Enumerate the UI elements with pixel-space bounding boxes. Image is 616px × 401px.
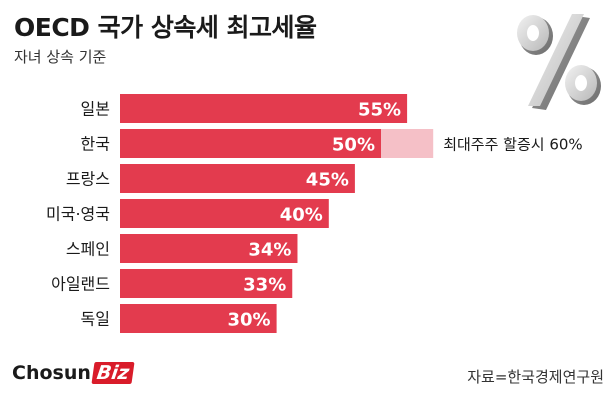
chart-subtitle: 자녀 상속 기준: [14, 48, 107, 66]
extension-label: 최대주주 할증시 60%: [443, 136, 582, 154]
value-label: 30%: [228, 310, 271, 331]
chart-title: OECD 국가 상속세 최고세율: [14, 13, 317, 42]
bar: [120, 199, 329, 228]
value-label: 55%: [358, 100, 401, 121]
bar: [120, 129, 381, 158]
logo-main: Chosun: [12, 362, 91, 384]
category-label: 스페인: [66, 240, 110, 259]
category-label: 일본: [81, 100, 110, 119]
category-label: 프랑스: [66, 170, 110, 189]
value-label: 45%: [306, 170, 349, 191]
category-label: 독일: [81, 310, 110, 329]
bar: [120, 304, 277, 333]
value-label: 40%: [280, 205, 323, 226]
logo-biz: Biz: [91, 362, 135, 384]
category-label: 아일랜드: [51, 275, 110, 294]
source-note: 자료=한국경제연구원: [467, 368, 604, 386]
value-label: 33%: [243, 275, 286, 296]
bar: [120, 94, 408, 123]
bar: [120, 269, 293, 298]
bar: [120, 234, 298, 263]
category-label: 한국: [81, 135, 110, 154]
category-label: 미국·영국: [46, 205, 110, 224]
percent-icon: [517, 14, 601, 110]
value-label: 50%: [332, 135, 375, 156]
bar: [120, 164, 355, 193]
value-label: 34%: [248, 240, 291, 261]
chosunbiz-logo: Chosun Biz: [12, 362, 135, 384]
